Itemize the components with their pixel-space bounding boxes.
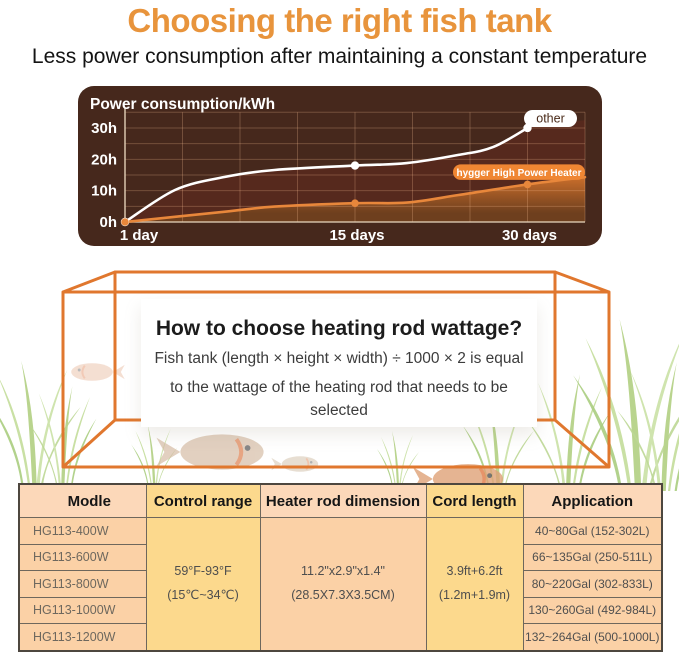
wattage-heading: How to choose heating rod wattage? — [155, 317, 523, 340]
col-header-cord-length: Cord length — [425, 483, 524, 518]
cell-model: HG113-1200W — [18, 623, 147, 652]
tank-edge — [554, 270, 610, 294]
col-header-heater-rod-dimension: Heater rod dimension — [259, 483, 427, 518]
cell-model: HG113-1000W — [18, 596, 147, 625]
legend-label-other: other — [536, 111, 565, 125]
col-header-application: Application — [522, 483, 663, 518]
col-header-modle: Modle — [18, 483, 147, 518]
tank-edge — [62, 270, 116, 294]
y-tick-label: 10h — [91, 183, 117, 200]
cell-model: HG113-600W — [18, 543, 147, 572]
table-row: HG113-400W 59°F-93°F (15℃~34℃) 11.2"x2.9"x1… — [18, 517, 663, 652]
legend-label-hygger: hygger High Power Heater — [456, 168, 581, 179]
y-tick-label: 30h — [91, 120, 117, 137]
tank-edge — [554, 418, 610, 469]
data-point-hygger — [351, 199, 359, 207]
col-header-control-range: Control range — [145, 483, 261, 518]
cell-model: HG113-800W — [18, 570, 147, 598]
wattage-formula-line1: Fish tank (length × height × width) ÷ 10… — [154, 350, 524, 367]
x-tick-label: 30 days — [502, 227, 557, 244]
cell-control-range: 59°F-93°F (15℃~34℃) — [145, 517, 261, 652]
page-title: Choosing the right fish tank — [127, 2, 552, 39]
spec-table: Modle Control range Heater rod dimension Co… — [18, 483, 663, 652]
x-tick-label: 15 days — [329, 227, 384, 244]
table-row: HG113-800W 80~220Gal (302-833L) — [18, 570, 663, 598]
cell-application: 66~135Gal (250-511L) — [522, 543, 663, 572]
tank-front-face — [61, 290, 611, 469]
page-subtitle: Less power consumption after maintaining… — [31, 45, 648, 68]
table-row: HG113-1200W 132~264Gal (500-1000L) — [18, 623, 663, 652]
cell-heater-rod-dimension: 11.2"x2.9"x1.4" (28.5X7.3X3.5CM) — [259, 517, 427, 652]
data-point-hygger — [523, 180, 532, 189]
cell-application: 40~80Gal (152-302L) — [522, 517, 663, 545]
x-tick-label: 1 day — [120, 227, 159, 244]
tank-edge — [61, 418, 117, 469]
cell-application: 80~220Gal (302-833L) — [522, 570, 663, 598]
series-hygger-line — [123, 175, 587, 224]
cell-cord-length: 3.9ft+6.2ft (1.2m+1.9m) — [425, 517, 524, 652]
chart-title: Power consumption/kWh — [90, 96, 275, 113]
wattage-info-card: How to choose heating rod wattage? Fish … — [141, 299, 537, 427]
data-point-other — [350, 161, 360, 170]
legend-pill-hygger — [453, 164, 585, 180]
table-row: HG113-1000W 130~260Gal (492-984L) — [18, 596, 663, 625]
cell-application: 130~260Gal (492-984L) — [522, 596, 663, 625]
data-point-hygger — [121, 218, 129, 226]
legend-pill-other — [524, 109, 577, 127]
y-tick-label: 20h — [91, 151, 117, 168]
cell-application: 132~264Gal (500-1000L) — [522, 623, 663, 652]
wattage-formula-line2: to the wattage of the heating rod that n… — [170, 379, 508, 419]
power-consumption-chart: other hygger High Power Heater Power consu… — [90, 96, 587, 244]
cell-model: HG113-400W — [18, 517, 147, 545]
y-tick-label: 0h — [99, 214, 117, 231]
power-consumption-chart-panel: other hygger High Power Heater Power consu… — [78, 86, 602, 246]
